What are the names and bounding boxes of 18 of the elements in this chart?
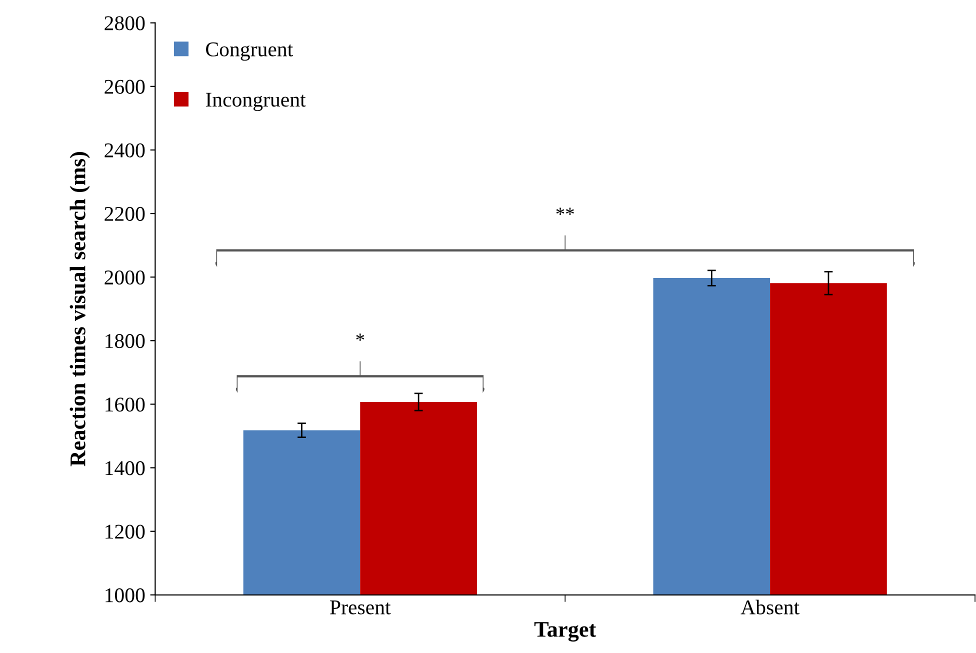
y-tick-label: 1600 bbox=[106, 398, 145, 412]
x-tick-label: Present bbox=[330, 600, 391, 614]
y-tick-label: 1000 bbox=[106, 588, 145, 602]
legend-label: Incongruent bbox=[206, 92, 306, 112]
x-tick-label: Absent bbox=[740, 600, 800, 614]
x-axis-title: Target bbox=[534, 622, 596, 642]
legend-label: Congruent bbox=[206, 42, 294, 61]
y-tick-label: 1200 bbox=[106, 524, 145, 539]
y-tick-label: 2400 bbox=[104, 143, 145, 158]
y-tick-label: 1800 bbox=[106, 334, 145, 348]
y-tick-label: 1400 bbox=[106, 461, 145, 476]
y-axis-title: Reaction times visual search (ms) bbox=[70, 152, 90, 466]
annotation: * bbox=[356, 334, 364, 341]
y-tick-label: 2000 bbox=[104, 270, 145, 285]
y-tick-label: 2600 bbox=[104, 80, 145, 94]
y-tick-label: 2800 bbox=[104, 16, 145, 30]
annotation: ** bbox=[556, 208, 574, 215]
y-tick-label: 2200 bbox=[104, 206, 145, 221]
